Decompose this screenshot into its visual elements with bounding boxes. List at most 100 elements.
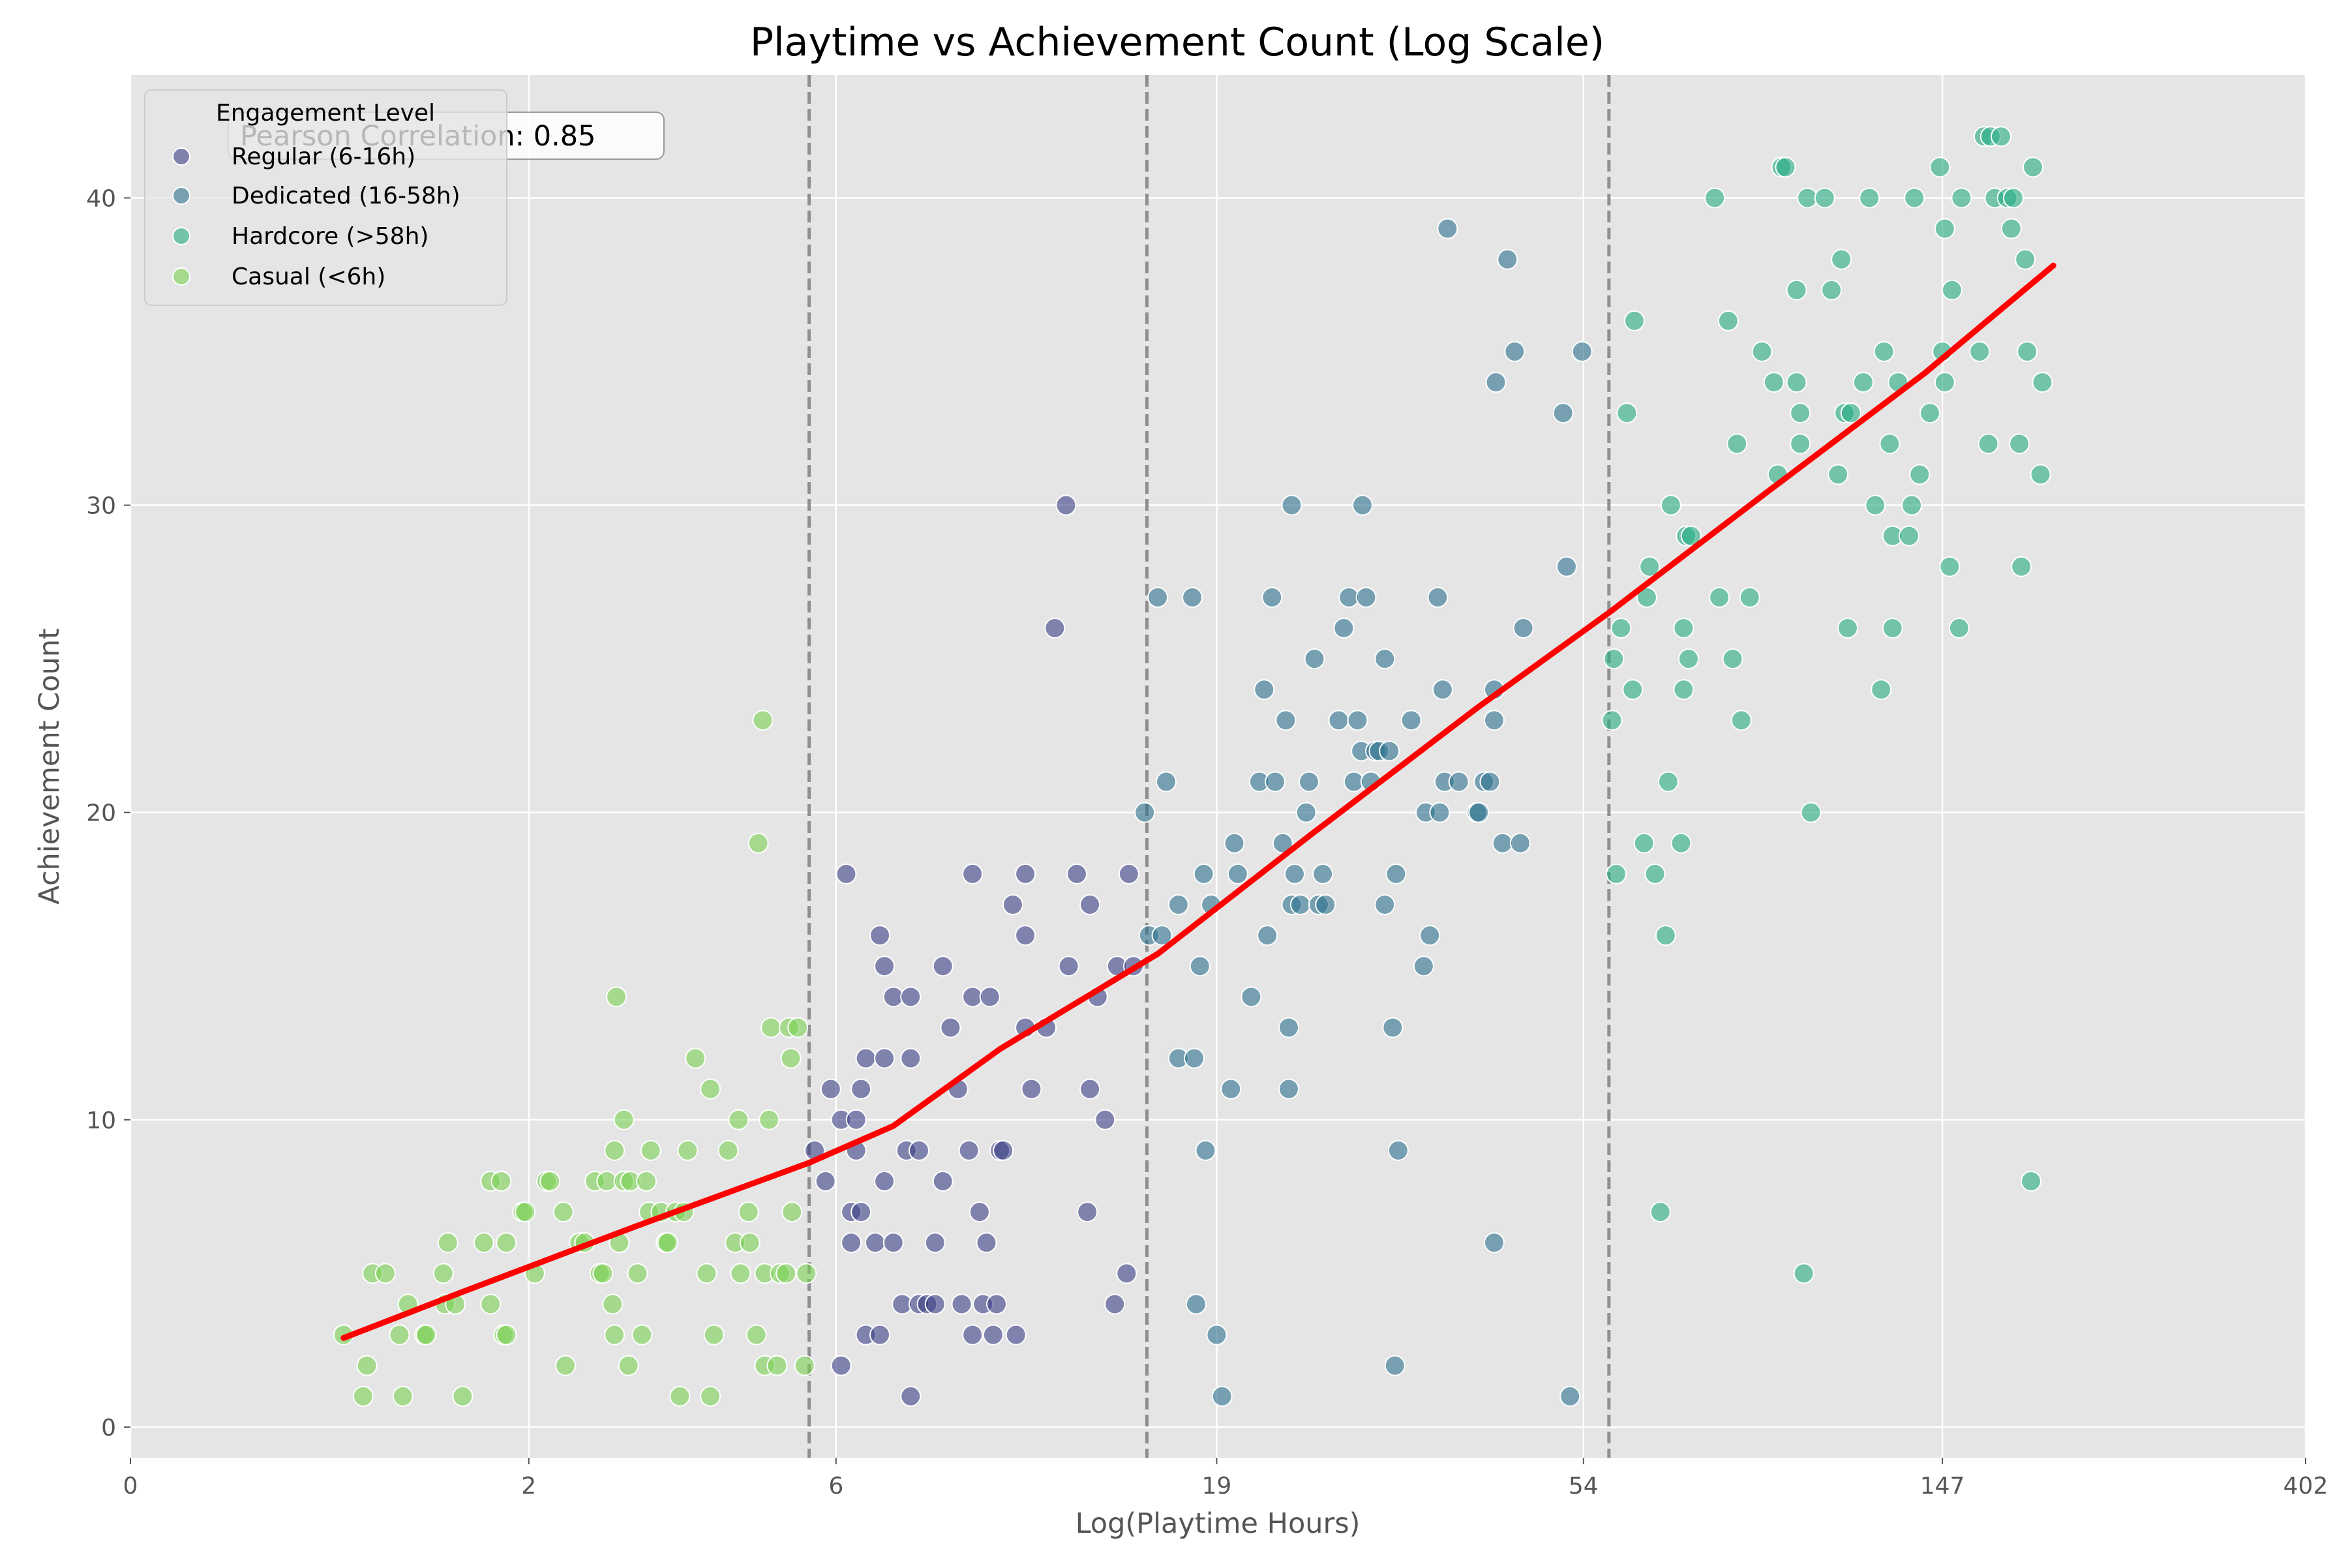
legend-label-regular: Regular (6-16h) bbox=[232, 143, 415, 170]
legend-label-hardcore: Hardcore (>58h) bbox=[232, 223, 429, 250]
data-point bbox=[864, 1232, 886, 1254]
data-point bbox=[1904, 187, 1925, 209]
data-point bbox=[1726, 433, 1748, 455]
data-point bbox=[1384, 1355, 1406, 1376]
data-point bbox=[657, 1232, 678, 1254]
data-point bbox=[2021, 1171, 2042, 1192]
data-point bbox=[490, 1171, 512, 1192]
data-point bbox=[640, 1139, 661, 1161]
data-point bbox=[703, 1324, 725, 1346]
data-point bbox=[1929, 157, 1951, 178]
data-point bbox=[2032, 372, 2053, 393]
data-point bbox=[1649, 1201, 1671, 1223]
data-point bbox=[962, 1324, 984, 1346]
data-point bbox=[1673, 618, 1694, 639]
data-point bbox=[855, 1048, 877, 1069]
x-tick-label: 54 bbox=[1569, 1473, 1599, 1500]
data-point bbox=[1220, 1078, 1242, 1100]
data-point bbox=[2022, 157, 2043, 178]
data-point bbox=[1828, 464, 1849, 485]
data-point bbox=[766, 1355, 788, 1376]
data-point bbox=[1055, 494, 1077, 516]
data-point bbox=[1739, 586, 1760, 608]
data-point bbox=[1374, 648, 1396, 670]
data-point bbox=[1379, 740, 1400, 762]
data-point bbox=[728, 1109, 749, 1130]
data-point bbox=[909, 1139, 930, 1161]
data-point bbox=[1147, 586, 1169, 608]
data-point bbox=[1603, 648, 1625, 670]
data-point bbox=[1556, 556, 1577, 577]
data-point bbox=[1939, 556, 1961, 577]
data-point bbox=[841, 1232, 862, 1254]
data-point bbox=[627, 1263, 648, 1284]
data-point bbox=[775, 1263, 797, 1284]
data-point bbox=[1298, 771, 1319, 792]
data-point bbox=[2030, 464, 2051, 485]
data-point bbox=[1622, 679, 1644, 701]
x-axis-ticks: 0 2 6 19 54 147 402 bbox=[123, 1458, 2328, 1500]
data-point bbox=[1978, 433, 1999, 455]
data-point bbox=[2017, 341, 2038, 362]
data-point bbox=[1610, 618, 1632, 639]
data-point bbox=[1094, 1109, 1116, 1130]
data-point bbox=[1909, 464, 1931, 485]
data-point bbox=[869, 925, 891, 946]
data-point bbox=[1278, 1078, 1299, 1100]
data-point bbox=[1015, 925, 1036, 946]
data-point bbox=[1182, 586, 1203, 608]
data-point bbox=[1483, 710, 1505, 731]
data-point bbox=[760, 1017, 782, 1038]
data-point bbox=[1763, 372, 1784, 393]
data-point bbox=[1427, 586, 1449, 608]
data-point bbox=[787, 1017, 809, 1038]
data-point bbox=[845, 1109, 867, 1130]
data-point bbox=[1432, 679, 1453, 701]
data-point bbox=[1865, 494, 1886, 516]
data-point bbox=[1969, 341, 1991, 362]
data-point bbox=[1281, 494, 1302, 516]
data-point bbox=[1623, 310, 1645, 331]
y-tick-label: 10 bbox=[86, 1108, 116, 1134]
legend-marker-casual bbox=[172, 267, 190, 286]
data-point bbox=[1948, 618, 1970, 639]
data-point bbox=[986, 1293, 1007, 1315]
data-point bbox=[700, 1078, 721, 1100]
data-point bbox=[1559, 1385, 1581, 1407]
data-point bbox=[1800, 802, 1822, 823]
data-point bbox=[1429, 802, 1451, 823]
data-point bbox=[1722, 648, 1743, 670]
data-point bbox=[1278, 1017, 1299, 1038]
data-point bbox=[432, 1263, 454, 1284]
data-point bbox=[1730, 710, 1752, 731]
x-tick-label: 0 bbox=[123, 1473, 138, 1500]
data-point bbox=[604, 1139, 625, 1161]
data-point bbox=[1077, 1201, 1098, 1223]
data-point bbox=[1167, 894, 1189, 915]
y-axis-ticks: 0 10 20 30 40 bbox=[86, 185, 130, 1441]
data-point bbox=[1195, 1139, 1216, 1161]
data-point bbox=[1066, 863, 1088, 884]
data-point bbox=[1934, 372, 1955, 393]
data-point bbox=[1224, 832, 1245, 854]
data-point bbox=[352, 1385, 374, 1407]
data-point bbox=[1660, 494, 1681, 516]
data-point bbox=[1790, 402, 1811, 424]
data-point bbox=[1991, 126, 2012, 147]
data-point bbox=[669, 1385, 691, 1407]
data-point bbox=[820, 1078, 841, 1100]
data-point bbox=[900, 986, 922, 1008]
data-point bbox=[1941, 279, 1963, 301]
y-tick-label: 20 bbox=[86, 800, 116, 827]
data-point bbox=[1015, 863, 1036, 884]
data-point bbox=[1134, 802, 1156, 823]
data-point bbox=[1934, 218, 1955, 239]
data-point bbox=[618, 1355, 639, 1376]
data-point bbox=[794, 1355, 815, 1376]
data-point bbox=[613, 1109, 635, 1130]
data-point bbox=[976, 1232, 997, 1254]
data-point bbox=[473, 1232, 494, 1254]
legend-box bbox=[144, 89, 507, 306]
data-point bbox=[2011, 556, 2032, 577]
data-point bbox=[780, 1048, 802, 1069]
